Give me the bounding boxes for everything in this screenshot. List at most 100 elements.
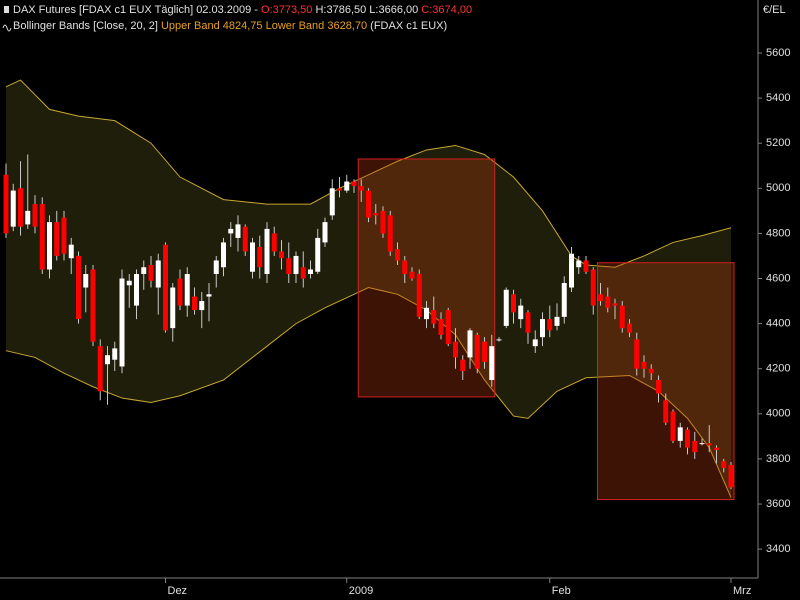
candle-body bbox=[482, 341, 487, 362]
candle-body bbox=[511, 294, 516, 313]
candle-body bbox=[656, 379, 661, 394]
candle-body bbox=[431, 310, 437, 324]
candle-body bbox=[416, 274, 422, 317]
header-line: Bollinger Bands [Close, 20, 2] Upper Ban… bbox=[13, 20, 447, 32]
candle-body bbox=[134, 274, 139, 306]
candle-body bbox=[47, 222, 52, 270]
candle-body bbox=[424, 307, 429, 320]
candle-body bbox=[112, 348, 118, 360]
candle-body bbox=[670, 411, 676, 441]
candle-body bbox=[714, 447, 719, 450]
candle-body bbox=[460, 359, 466, 371]
candle-body bbox=[619, 305, 625, 329]
candle-body bbox=[184, 274, 190, 306]
candle-body bbox=[395, 249, 400, 261]
x-tick-label: 2009 bbox=[349, 585, 373, 597]
candle-body bbox=[685, 429, 690, 448]
candle-body bbox=[387, 215, 393, 252]
candle-body bbox=[257, 246, 263, 268]
candle-body bbox=[250, 242, 255, 272]
candle-body bbox=[76, 255, 81, 320]
candle-body bbox=[634, 339, 640, 369]
x-tick-label: Feb bbox=[552, 585, 571, 597]
candle-body bbox=[315, 237, 321, 272]
candle-body bbox=[155, 260, 161, 288]
candle-body bbox=[706, 443, 712, 446]
candle-body bbox=[83, 274, 89, 288]
candle-body bbox=[358, 186, 364, 191]
y-tick-label: 4400 bbox=[766, 318, 790, 330]
candle-body bbox=[206, 294, 212, 297]
unit-label: €/EL bbox=[763, 4, 786, 16]
candle-body bbox=[409, 271, 415, 279]
candle-body bbox=[366, 190, 371, 218]
candle-body bbox=[728, 464, 734, 488]
candle-body bbox=[641, 361, 647, 369]
candle-body bbox=[322, 222, 328, 243]
candle-body bbox=[554, 316, 560, 326]
candle-body bbox=[163, 244, 168, 331]
candle-body bbox=[561, 283, 567, 317]
candle-body bbox=[525, 312, 531, 333]
lower-band-label: Lower Band 3628,70 bbox=[266, 20, 368, 32]
candle-body bbox=[199, 301, 205, 311]
indicator-icon bbox=[2, 24, 12, 32]
candle-body bbox=[583, 260, 589, 272]
candle-body bbox=[235, 224, 241, 238]
candle-body bbox=[373, 213, 379, 216]
candle-body bbox=[39, 204, 45, 270]
candle-body bbox=[141, 267, 147, 275]
y-tick-label: 4000 bbox=[766, 408, 790, 420]
candle-body bbox=[242, 226, 248, 252]
y-tick-label: 5000 bbox=[766, 182, 790, 194]
x-tick-label: Mrz bbox=[733, 585, 751, 597]
candle-body bbox=[576, 260, 582, 268]
candle-body bbox=[496, 339, 502, 341]
candle-body bbox=[300, 267, 306, 279]
candle-body bbox=[663, 400, 669, 423]
high: H:3786,50 bbox=[315, 4, 366, 16]
candle-body bbox=[293, 255, 299, 275]
candle-body bbox=[68, 244, 74, 259]
instrument: (FDAX c1 EUX) bbox=[370, 20, 447, 32]
candle-body bbox=[264, 228, 270, 275]
candle-body bbox=[518, 305, 524, 320]
candle-body bbox=[126, 280, 132, 286]
low: L:3666,00 bbox=[369, 4, 418, 16]
upper-band-label: Upper Band 4824,75 bbox=[161, 20, 263, 32]
candle-body bbox=[279, 251, 284, 259]
y-tick-label: 5400 bbox=[766, 92, 790, 104]
candle-body bbox=[32, 204, 38, 227]
candle-body bbox=[569, 253, 574, 288]
candle-body bbox=[438, 319, 444, 335]
candle-body bbox=[90, 269, 96, 342]
y-tick-label: 5600 bbox=[766, 47, 790, 59]
y-tick-label: 3400 bbox=[766, 543, 790, 555]
candle-body bbox=[627, 323, 632, 333]
candle-body bbox=[474, 334, 480, 369]
candle-body bbox=[453, 341, 458, 358]
candle-body bbox=[3, 174, 9, 234]
candle-body bbox=[25, 210, 31, 225]
header-line: DAX Futures [FDAX c1 EUX Täglich] 02.03.… bbox=[13, 4, 472, 16]
candle-body bbox=[612, 303, 618, 306]
candle-body bbox=[540, 319, 545, 338]
candle-body bbox=[337, 188, 342, 191]
y-tick-label: 5200 bbox=[766, 137, 790, 149]
candle-body bbox=[402, 260, 408, 275]
candle-body bbox=[590, 269, 596, 306]
candle-body bbox=[213, 260, 219, 275]
lower-band bbox=[5, 287, 732, 498]
highlight-box bbox=[597, 262, 735, 501]
candle-body bbox=[605, 296, 611, 308]
candle-body bbox=[489, 346, 495, 380]
highlight-box bbox=[357, 158, 496, 398]
y-tick-label: 4600 bbox=[766, 272, 790, 284]
candle-body bbox=[721, 461, 727, 468]
candle-body bbox=[329, 188, 335, 216]
candle-body bbox=[148, 264, 154, 281]
header: DAX Futures [FDAX c1 EUX Täglich] 02.03.… bbox=[2, 4, 472, 32]
candle-body bbox=[61, 217, 67, 254]
y-tick-label: 3600 bbox=[766, 498, 790, 510]
